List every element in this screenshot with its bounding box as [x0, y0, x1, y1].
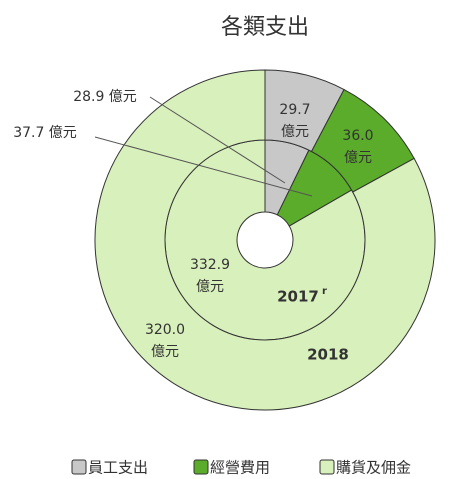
legend-label: 經營費用 — [210, 459, 270, 477]
ring-label-mark: r — [322, 286, 327, 297]
data-label: 320.0 億元 — [145, 322, 185, 360]
leader-line — [149, 96, 286, 184]
legend-label: 購貨及佣金 — [336, 459, 411, 477]
data-label: 28.9 億元 — [73, 89, 137, 105]
data-label: 29.7 億元 — [279, 102, 310, 140]
data-label: 332.9 億元 — [190, 257, 230, 295]
data-label: 37.7 億元 — [13, 125, 77, 141]
slice — [94, 69, 436, 411]
data-label: 36.0 億元 — [342, 128, 373, 166]
legend-swatch — [319, 459, 335, 475]
legend-label: 員工支出 — [88, 459, 148, 477]
leader-line — [94, 136, 313, 197]
chart-title: 各類支出 — [221, 15, 309, 40]
ring-label: 2018 — [307, 346, 349, 364]
legend-swatch — [193, 459, 209, 475]
ring-label: 2017 — [277, 288, 319, 306]
legend-swatch — [71, 459, 87, 475]
